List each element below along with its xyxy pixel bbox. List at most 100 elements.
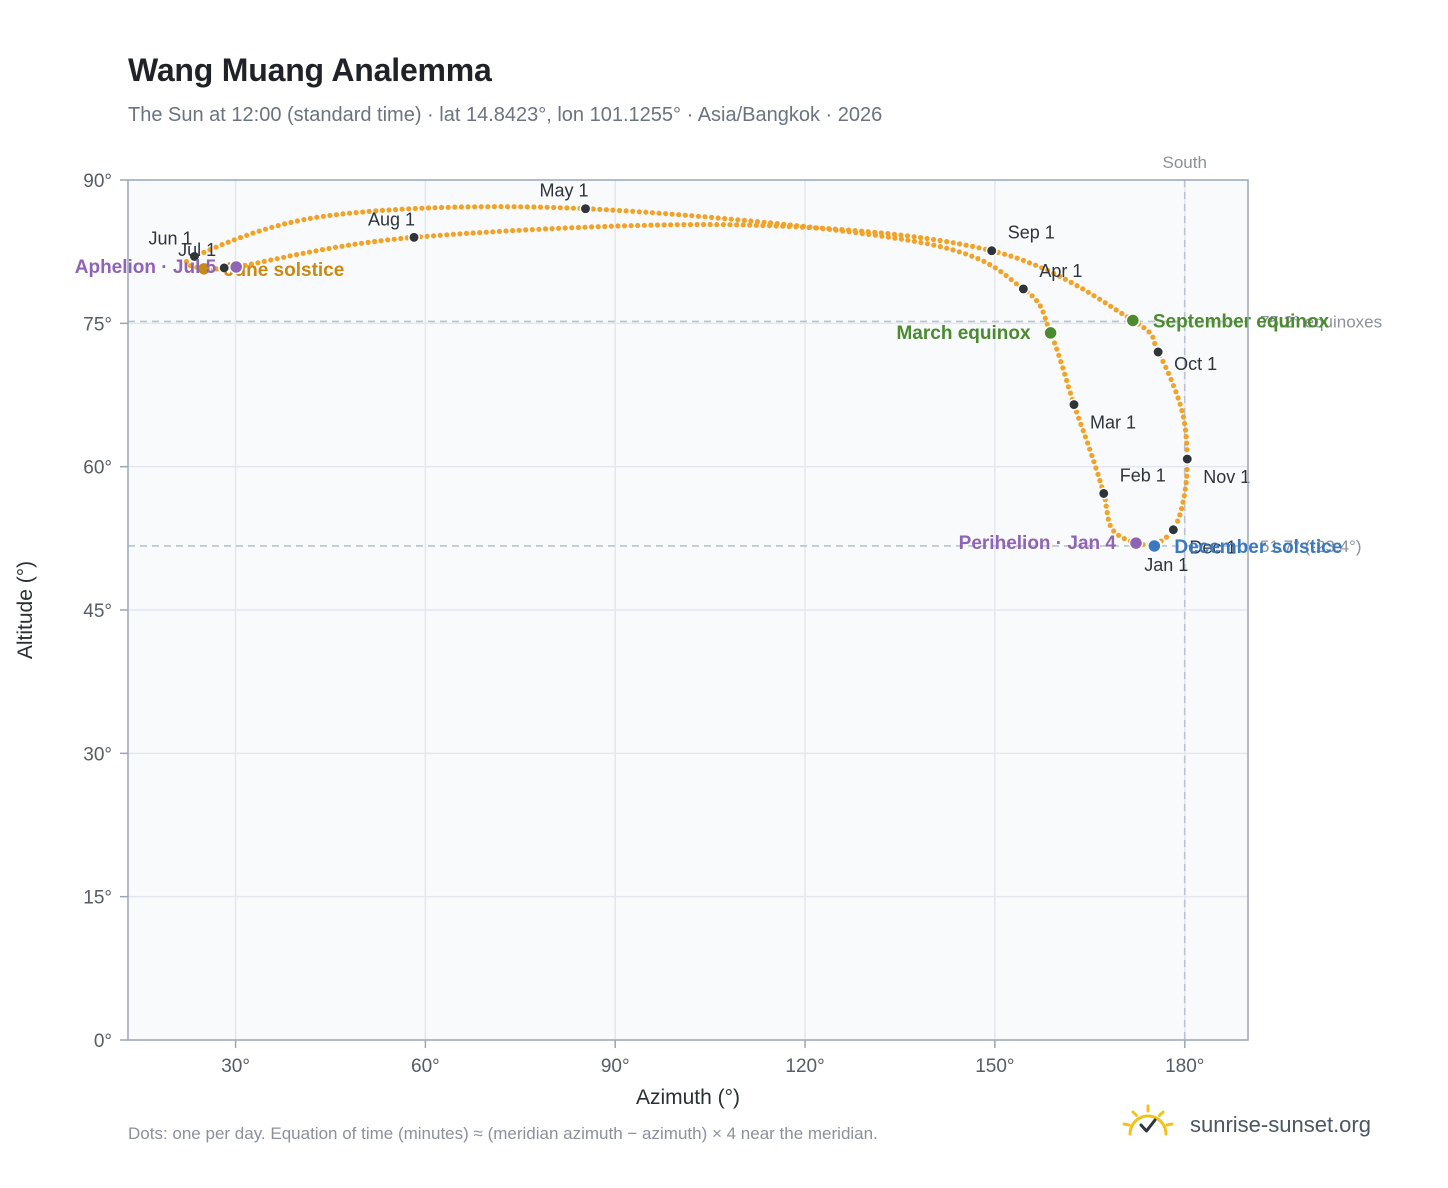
- daily-sun-dot: [1180, 499, 1186, 505]
- daily-sun-dot: [319, 247, 326, 253]
- daily-sun-dot: [799, 224, 806, 230]
- daily-sun-dot: [207, 247, 213, 253]
- daily-sun-dot: [911, 234, 917, 240]
- daily-sun-dot: [313, 248, 319, 254]
- brand[interactable]: sunrise-sunset.org: [1120, 1102, 1400, 1148]
- month-marker-label: Feb 1: [1120, 465, 1166, 485]
- daily-sun-dot: [1111, 528, 1117, 534]
- daily-sun-dot: [1177, 512, 1183, 518]
- daily-sun-dot: [1170, 383, 1177, 389]
- daily-sun-dot: [956, 249, 962, 255]
- daily-sun-dot: [1020, 257, 1026, 263]
- daily-sun-dot: [937, 237, 943, 244]
- daily-sun-dot: [1150, 334, 1156, 340]
- daily-sun-dot: [590, 206, 596, 212]
- daily-sun-dot: [250, 230, 256, 236]
- daily-sun-dot: [702, 214, 708, 220]
- daily-sun-dot: [616, 207, 623, 214]
- daily-sun-dot: [320, 213, 326, 219]
- daily-sun-dot: [628, 223, 634, 229]
- daily-sun-dot: [498, 204, 504, 210]
- daily-sun-dot: [674, 222, 680, 228]
- month-marker-point: [1152, 346, 1165, 358]
- y-tick-label: 0°: [94, 1031, 112, 1052]
- daily-sun-dot: [261, 258, 267, 264]
- daily-sun-dot: [1087, 446, 1093, 452]
- y-tick-label: 45°: [83, 601, 112, 622]
- daily-sun-dot: [668, 222, 674, 228]
- daily-sun-dot: [477, 230, 483, 236]
- month-marker-point: [188, 250, 201, 263]
- daily-sun-dot: [636, 209, 642, 215]
- x-axis-label: Azimuth (°): [636, 1086, 740, 1109]
- event-marker-label: September equinox: [1153, 311, 1330, 332]
- month-marker-point: [1097, 487, 1110, 500]
- daily-sun-dot: [562, 225, 568, 231]
- daily-sun-dot: [483, 229, 489, 235]
- daily-sun-dot: [1180, 414, 1186, 420]
- daily-sun-dot: [963, 251, 969, 257]
- x-axis-ticks: 30° 60° 90° 120° 150° 180°: [221, 1040, 1204, 1077]
- daily-sun-dot: [391, 236, 397, 242]
- x-tick-label: 60°: [411, 1056, 440, 1077]
- daily-sun-dot: [248, 261, 254, 267]
- event-marker-label: Aphelion · Jul 5: [75, 257, 217, 278]
- event-marker-point: [1147, 538, 1162, 554]
- daily-sun-dot: [1078, 421, 1084, 427]
- month-marker-label: Jan 1: [1144, 555, 1188, 575]
- daily-sun-dot: [262, 226, 269, 232]
- daily-sun-dot: [987, 261, 993, 268]
- daily-sun-dot: [1093, 465, 1099, 471]
- daily-sun-dot: [347, 210, 353, 216]
- daily-sun-dot: [412, 205, 418, 212]
- daily-sun-dot: [740, 222, 746, 228]
- daily-sun-dot: [1141, 325, 1147, 331]
- daily-sun-dot: [1074, 283, 1080, 289]
- daily-sun-dot: [1039, 265, 1045, 271]
- daily-sun-dot: [1034, 298, 1040, 304]
- daily-sun-dot: [1064, 377, 1070, 384]
- event-marker-label: Perihelion · Jan 4: [959, 533, 1117, 554]
- daily-sun-dot: [963, 242, 969, 248]
- daily-sun-dot: [826, 226, 832, 232]
- daily-sun-dot: [689, 213, 695, 219]
- daily-sun-dot: [551, 204, 557, 211]
- daily-sun-dot: [213, 244, 219, 250]
- daily-sun-dot: [294, 252, 300, 258]
- chart-title: Wang Muang Analemma: [128, 52, 492, 88]
- daily-sun-dot: [780, 223, 786, 229]
- daily-sun-dot: [681, 222, 687, 228]
- daily-sun-dot: [1044, 321, 1050, 327]
- daily-sun-dot: [728, 216, 734, 222]
- daily-sun-dot: [1163, 534, 1170, 540]
- daily-sun-dot: [623, 208, 629, 214]
- daily-sun-dot: [1051, 270, 1057, 276]
- daily-sun-dot: [1182, 486, 1188, 492]
- event-marker-label: June solstice: [224, 260, 344, 281]
- daily-sun-dot: [695, 213, 702, 219]
- daily-sun-dot: [425, 205, 432, 211]
- daily-sun-dot: [891, 231, 898, 237]
- daily-sun-dot: [379, 207, 385, 213]
- daily-sun-dot: [1175, 518, 1181, 524]
- daily-sun-dot: [509, 228, 516, 234]
- daily-sun-dot: [1182, 420, 1188, 427]
- daily-sun-dot: [1067, 390, 1073, 396]
- x-tick-label: 180°: [1165, 1056, 1204, 1077]
- daily-sun-dot: [360, 209, 366, 215]
- daily-sun-dot: [225, 239, 231, 245]
- y-axis-label: Altitude (°): [14, 561, 37, 659]
- x-tick-label: 90°: [601, 1056, 630, 1077]
- daily-sun-dot: [339, 243, 345, 249]
- daily-sun-dot: [518, 204, 524, 210]
- daily-sun-dot: [773, 223, 779, 229]
- daily-sun-dot: [714, 222, 720, 228]
- event-marker-label: March equinox: [896, 323, 1031, 344]
- daily-sun-dot: [1054, 346, 1060, 352]
- daily-sun-dot: [450, 231, 456, 237]
- daily-sun-dot: [327, 212, 333, 218]
- daily-sun-dot: [187, 263, 193, 269]
- daily-sun-dot: [268, 257, 274, 263]
- month-marker-label: Aug 1: [368, 209, 415, 229]
- daily-sun-dot: [366, 208, 372, 214]
